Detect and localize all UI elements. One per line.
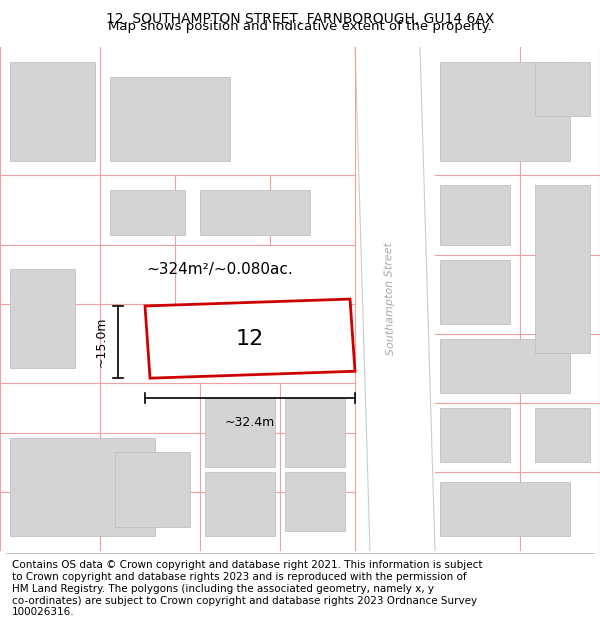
Text: Contains OS data © Crown copyright and database right 2021. This information is : Contains OS data © Crown copyright and d…	[12, 560, 482, 570]
Bar	[440, 62, 570, 161]
Text: ~15.0m: ~15.0m	[95, 317, 108, 368]
Bar	[440, 408, 510, 462]
Bar	[535, 186, 590, 354]
Text: co-ordinates) are subject to Crown copyright and database rights 2023 Ordnance S: co-ordinates) are subject to Crown copyr…	[12, 596, 477, 606]
Bar	[10, 269, 75, 368]
Text: ~324m²/~0.080ac.: ~324m²/~0.080ac.	[146, 262, 293, 277]
Bar	[440, 339, 570, 393]
Text: Map shows position and indicative extent of the property.: Map shows position and indicative extent…	[108, 20, 492, 32]
Text: Southampton Street: Southampton Street	[384, 242, 396, 356]
Bar	[205, 472, 275, 536]
Polygon shape	[145, 299, 355, 378]
Bar	[440, 259, 510, 324]
Bar	[10, 62, 95, 161]
Text: 12, SOUTHAMPTON STREET, FARNBOROUGH, GU14 6AX: 12, SOUTHAMPTON STREET, FARNBOROUGH, GU1…	[106, 12, 494, 26]
Text: to Crown copyright and database rights 2023 and is reproduced with the permissio: to Crown copyright and database rights 2…	[12, 572, 467, 582]
Bar	[110, 76, 230, 161]
Polygon shape	[355, 47, 435, 551]
Bar	[535, 62, 590, 116]
Bar	[10, 438, 155, 536]
Text: 12: 12	[236, 329, 264, 349]
Bar	[440, 186, 510, 244]
Bar	[200, 190, 310, 235]
Bar	[115, 452, 190, 526]
Bar	[285, 472, 345, 531]
Bar	[535, 408, 590, 462]
Bar	[110, 190, 185, 235]
Text: ~32.4m: ~32.4m	[225, 416, 275, 429]
Text: HM Land Registry. The polygons (including the associated geometry, namely x, y: HM Land Registry. The polygons (includin…	[12, 584, 434, 594]
Bar	[205, 398, 275, 468]
Bar	[285, 398, 345, 468]
Text: 100026316.: 100026316.	[12, 608, 74, 618]
Bar	[440, 482, 570, 536]
